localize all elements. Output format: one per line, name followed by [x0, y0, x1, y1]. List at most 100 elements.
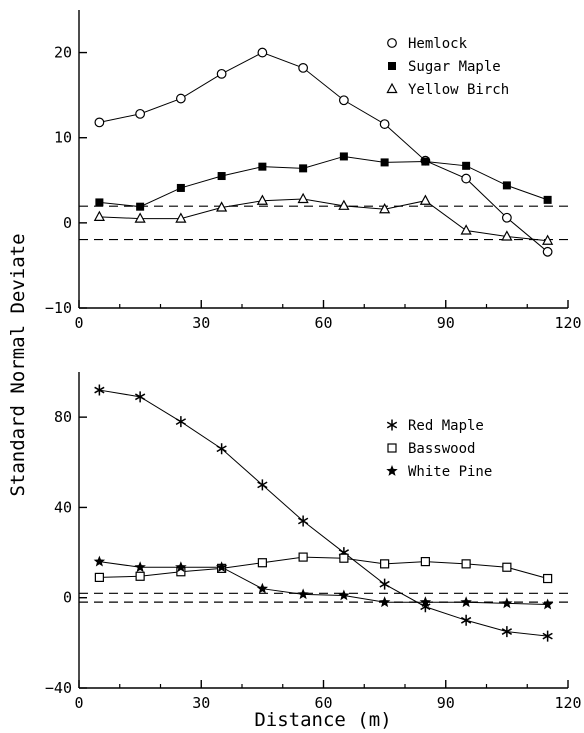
data-point	[338, 95, 349, 106]
data-point	[541, 598, 554, 610]
data-point	[542, 246, 553, 257]
x-tick-label: 90	[437, 314, 455, 332]
series-line	[99, 155, 548, 208]
x-tick-label: 30	[192, 314, 210, 332]
data-point	[339, 152, 348, 161]
x-tick-label: 0	[74, 314, 83, 332]
data-point	[299, 164, 308, 173]
legend-label: Red Maple	[408, 418, 484, 434]
data-point	[502, 562, 512, 572]
data-point	[256, 582, 269, 594]
data-point	[216, 443, 227, 455]
data-point	[462, 161, 471, 170]
x-tick-label: 60	[314, 314, 332, 332]
data-point	[378, 596, 391, 608]
x-tick-label: 60	[314, 694, 332, 712]
data-point	[94, 572, 104, 583]
data-point	[216, 201, 228, 212]
data-point	[135, 571, 145, 581]
legend-marker	[387, 443, 397, 453]
data-point	[339, 553, 349, 563]
data-point	[175, 93, 186, 104]
legend-marker	[386, 82, 398, 94]
data-point	[298, 62, 309, 73]
data-point	[94, 384, 105, 396]
data-point	[215, 561, 228, 573]
data-point	[257, 479, 268, 491]
data-point	[135, 108, 146, 119]
y-tick-label: 10	[54, 129, 72, 147]
data-point	[501, 212, 512, 223]
y-axis-label: Standard Normal Deviate	[7, 233, 29, 496]
x-tick-label: 120	[554, 694, 581, 712]
data-point	[380, 559, 390, 569]
x-tick-label: 120	[554, 314, 581, 332]
series-line	[99, 52, 548, 253]
data-point	[501, 230, 513, 241]
series-line	[99, 198, 548, 242]
data-point	[256, 194, 268, 205]
data-point	[175, 416, 187, 428]
data-point	[420, 556, 430, 567]
data-point	[134, 391, 146, 403]
data-point	[134, 212, 146, 223]
data-point	[298, 552, 308, 562]
data-point	[297, 588, 309, 600]
data-point	[542, 630, 553, 642]
data-point	[460, 614, 472, 626]
data-point	[136, 202, 145, 211]
data-point	[379, 119, 390, 129]
data-point	[379, 578, 390, 590]
x-tick-label: 0	[74, 694, 83, 712]
data-point	[421, 157, 430, 166]
data-point	[175, 561, 187, 573]
data-point	[379, 202, 391, 214]
data-point	[297, 515, 309, 527]
x-axis-label: Distance (m)	[254, 709, 391, 731]
data-point	[502, 181, 511, 190]
y-tick-label: −10	[45, 299, 72, 317]
y-tick-label: 0	[63, 589, 72, 607]
y-tick-label: 0	[63, 214, 72, 232]
legend-label: Sugar Maple	[408, 59, 501, 75]
legend-marker	[388, 62, 396, 70]
y-tick-label: 40	[54, 498, 72, 516]
data-point	[380, 158, 389, 167]
data-point	[338, 199, 350, 210]
x-tick-label: 90	[437, 694, 455, 712]
data-point	[93, 210, 105, 221]
data-point	[501, 597, 513, 609]
data-point	[542, 234, 554, 245]
data-point	[419, 194, 431, 205]
data-point	[176, 183, 185, 192]
data-point	[217, 172, 226, 181]
data-point	[543, 573, 553, 584]
series-line	[99, 561, 548, 605]
data-point	[461, 559, 471, 569]
y-tick-label: −40	[45, 679, 72, 697]
x-tick-label: 30	[192, 694, 210, 712]
series-line	[99, 389, 548, 637]
y-tick-label: 80	[54, 408, 72, 426]
legend-label: White Pine	[408, 464, 492, 480]
legend-label: Hemlock	[408, 36, 468, 52]
data-point	[134, 561, 146, 573]
data-point	[95, 198, 104, 207]
data-point	[501, 626, 513, 638]
series-line	[99, 556, 548, 580]
legend-marker	[387, 38, 397, 48]
data-point	[460, 596, 472, 608]
data-point	[258, 162, 267, 171]
data-point	[257, 47, 268, 58]
y-tick-label: 20	[54, 44, 72, 62]
legend-label: Yellow Birch	[408, 82, 509, 98]
data-point	[175, 212, 187, 223]
data-point	[216, 68, 227, 79]
data-point	[93, 555, 106, 567]
data-point	[460, 224, 472, 235]
data-point	[94, 117, 105, 128]
data-point	[461, 173, 472, 184]
